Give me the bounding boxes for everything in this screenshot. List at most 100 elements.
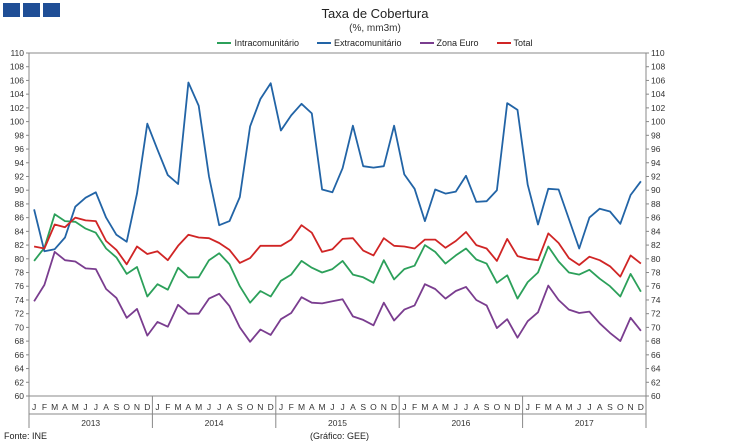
series-line-total — [33, 216, 642, 278]
x-month-label: A — [350, 402, 356, 412]
x-month-label: A — [309, 402, 315, 412]
y-tick-label: 98 — [15, 130, 25, 140]
credit-note: (Gráfico: GEE) — [310, 431, 370, 441]
x-year-label: 2017 — [575, 418, 594, 428]
x-month-label: O — [617, 402, 624, 412]
series-line-zona-euro — [33, 250, 642, 343]
legend-item: Zona Euro — [419, 38, 479, 48]
x-month-label: F — [412, 402, 417, 412]
legend-label: Total — [513, 38, 533, 48]
x-month-label: M — [195, 402, 202, 412]
y-tick-label-right: 68 — [651, 336, 661, 346]
x-month-label: J — [279, 402, 283, 412]
x-month-label: N — [134, 402, 140, 412]
x-month-label: J — [526, 402, 530, 412]
y-tick-label: 104 — [10, 89, 24, 99]
legend-item: Extracomunitário — [316, 38, 402, 48]
legend-swatch — [316, 42, 331, 44]
x-month-label: S — [237, 402, 243, 412]
y-tick-label: 108 — [10, 62, 24, 72]
legend-swatch — [496, 42, 511, 44]
y-tick-label: 96 — [15, 144, 25, 154]
y-tick-label: 60 — [15, 391, 25, 401]
y-tick-label-right: 102 — [651, 103, 665, 113]
x-month-label: D — [391, 402, 397, 412]
y-tick-label-right: 106 — [651, 75, 665, 85]
y-tick-label: 84 — [15, 226, 25, 236]
y-tick-label: 70 — [15, 322, 25, 332]
y-tick-label: 90 — [15, 185, 25, 195]
x-month-label: J — [402, 402, 406, 412]
y-tick-label: 62 — [15, 377, 25, 387]
x-year-label: 2015 — [328, 418, 347, 428]
y-tick-label-right: 98 — [651, 130, 661, 140]
y-tick-label-right: 62 — [651, 377, 661, 387]
x-month-label: N — [628, 402, 634, 412]
x-month-label: D — [268, 402, 274, 412]
logo-block — [43, 3, 60, 17]
y-tick-label: 94 — [15, 158, 25, 168]
x-month-label: J — [330, 402, 334, 412]
x-month-label: F — [535, 402, 540, 412]
x-month-label: D — [144, 402, 150, 412]
plot-frame — [28, 52, 647, 397]
x-year-label: 2014 — [205, 418, 224, 428]
logo-block — [23, 3, 40, 17]
x-month-label: A — [432, 402, 438, 412]
x-month-label: M — [51, 402, 58, 412]
series-line-extracomunit-rio — [33, 81, 642, 253]
x-month-label: O — [247, 402, 254, 412]
y-tick-label: 100 — [10, 117, 24, 127]
x-month-label: J — [155, 402, 159, 412]
y-tick-label-right: 88 — [651, 199, 661, 209]
x-month-label: J — [207, 402, 211, 412]
x-month-label: O — [494, 402, 501, 412]
y-tick-label-right: 80 — [651, 254, 661, 264]
x-month-label: M — [442, 402, 449, 412]
y-tick-label-right: 96 — [651, 144, 661, 154]
y-tick-label-right: 74 — [651, 295, 661, 305]
y-tick-label: 78 — [15, 268, 25, 278]
y-tick-label-right: 104 — [651, 89, 665, 99]
y-tick-label-right: 90 — [651, 185, 661, 195]
x-month-label: F — [165, 402, 170, 412]
x-month-label: J — [454, 402, 458, 412]
x-month-label: A — [62, 402, 68, 412]
x-month-label: S — [114, 402, 120, 412]
legend-item: Total — [496, 38, 533, 48]
x-month-label: O — [123, 402, 130, 412]
x-month-label: S — [607, 402, 613, 412]
x-month-label: S — [360, 402, 366, 412]
y-tick-label-right: 72 — [651, 309, 661, 319]
y-tick-label: 76 — [15, 281, 25, 291]
y-tick-label: 74 — [15, 295, 25, 305]
x-month-label: J — [94, 402, 98, 412]
y-tick-label: 80 — [15, 254, 25, 264]
x-month-label: N — [257, 402, 263, 412]
y-tick-label-right: 110 — [651, 48, 665, 58]
legend-label: Extracomunitário — [333, 38, 402, 48]
y-tick-label: 102 — [10, 103, 24, 113]
legend-label: Zona Euro — [436, 38, 479, 48]
x-month-label: M — [175, 402, 182, 412]
x-month-label: J — [217, 402, 221, 412]
y-tick-label: 82 — [15, 240, 25, 250]
x-month-label: J — [587, 402, 591, 412]
y-tick-label: 92 — [15, 171, 25, 181]
x-month-label: O — [370, 402, 377, 412]
chart-title: Taxa de Cobertura — [321, 6, 429, 21]
x-month-label: M — [298, 402, 305, 412]
x-month-label: A — [473, 402, 479, 412]
y-tick-label-right: 108 — [651, 62, 665, 72]
y-tick-label: 88 — [15, 199, 25, 209]
source-note: Fonte: INE — [4, 431, 48, 441]
x-month-label: F — [42, 402, 47, 412]
series-line-intracomunit-rio — [33, 213, 642, 304]
x-month-label: N — [381, 402, 387, 412]
legend-item: Intracomunitário — [217, 38, 299, 48]
x-month-label: M — [545, 402, 552, 412]
legend-swatch — [419, 42, 434, 44]
legend: Intracomunitário Extracomunitário Zona E… — [0, 38, 750, 48]
logo-block — [3, 3, 20, 17]
